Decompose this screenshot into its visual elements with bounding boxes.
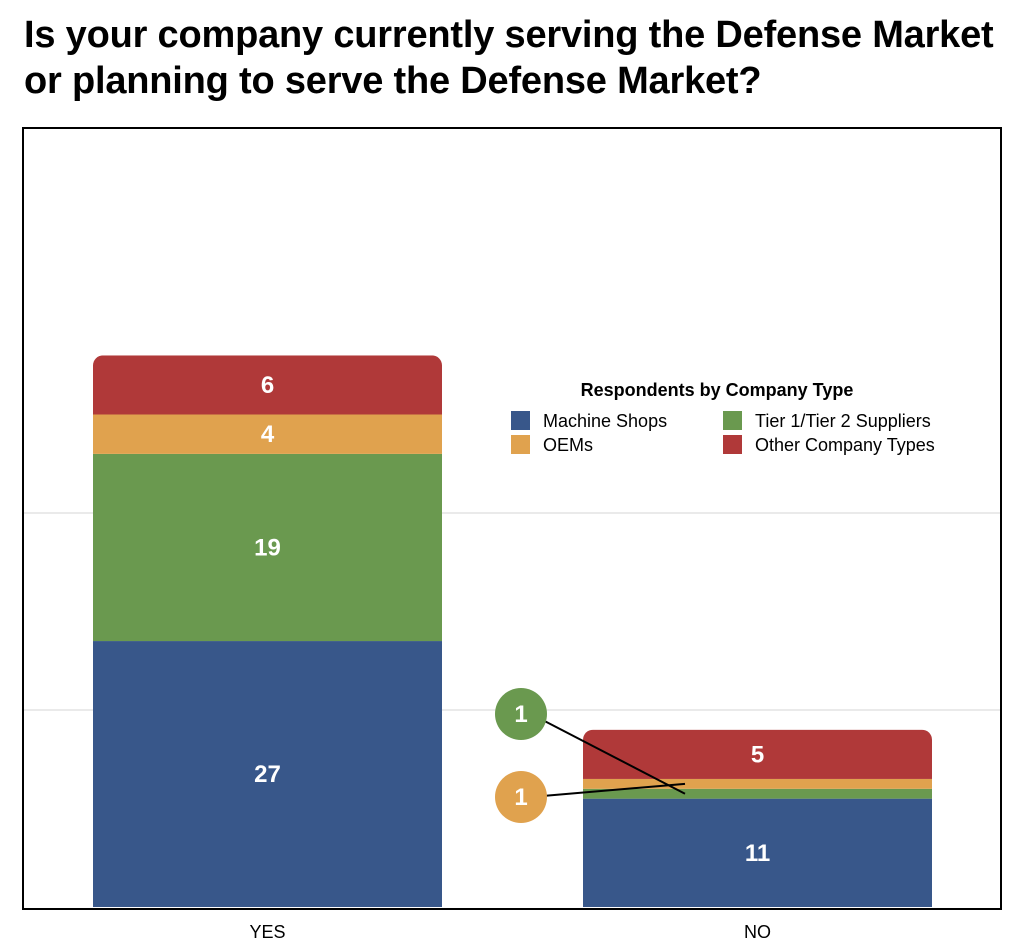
- data-label: 6: [261, 372, 274, 399]
- bar-segment-oems: [93, 414, 442, 454]
- data-label: 4: [261, 421, 275, 448]
- legend-swatch: [511, 435, 530, 454]
- legend-item-oems: OEMs: [511, 435, 593, 455]
- chart-title: Is your company currently serving the De…: [24, 14, 994, 102]
- bar-segment-tier-1-tier-2-suppliers: [583, 788, 932, 799]
- legend-item-machine-shops: Machine Shops: [511, 411, 667, 431]
- legend-item-tier-1-tier-2-suppliers: Tier 1/Tier 2 Suppliers: [723, 411, 931, 431]
- callouts: 11: [495, 688, 686, 823]
- legend-swatch: [723, 435, 742, 454]
- data-label: 1: [514, 701, 527, 728]
- bar-segment-machine-shops: [93, 641, 442, 907]
- data-label: 27: [254, 761, 281, 788]
- legend-label: Tier 1/Tier 2 Suppliers: [755, 411, 931, 431]
- legend-label: Other Company Types: [755, 435, 935, 455]
- x-tick-label: NO: [744, 922, 771, 942]
- bar-segment-other-company-types: [93, 355, 442, 415]
- legend-swatch: [511, 411, 530, 430]
- legend-title: Respondents by Company Type: [581, 380, 854, 400]
- legend-swatch: [723, 411, 742, 430]
- callout-bubble: [495, 688, 547, 740]
- data-label: 11: [745, 840, 770, 867]
- plot-frame: [22, 127, 1002, 910]
- bar-segment-tier-1-tier-2-suppliers: [93, 453, 442, 642]
- callout-leader: [530, 713, 686, 795]
- data-label: 19: [254, 534, 281, 561]
- callout-leader: [530, 782, 686, 798]
- bar-yes: [93, 355, 442, 907]
- legend-label: Machine Shops: [543, 411, 667, 431]
- bar-segment-machine-shops: [583, 798, 932, 907]
- legend: Respondents by Company Type Machine Shops…: [511, 380, 935, 455]
- data-label: 5: [751, 741, 764, 768]
- x-axis: YES NO: [249, 922, 771, 942]
- x-tick-label: YES: [249, 922, 285, 942]
- data-label: 1: [514, 784, 527, 811]
- legend-label: OEMs: [543, 435, 593, 455]
- bar-no: [583, 729, 932, 907]
- callout-bubble: [495, 771, 547, 823]
- bar-segment-oems: [583, 778, 932, 789]
- legend-item-other-company-types: Other Company Types: [723, 435, 935, 455]
